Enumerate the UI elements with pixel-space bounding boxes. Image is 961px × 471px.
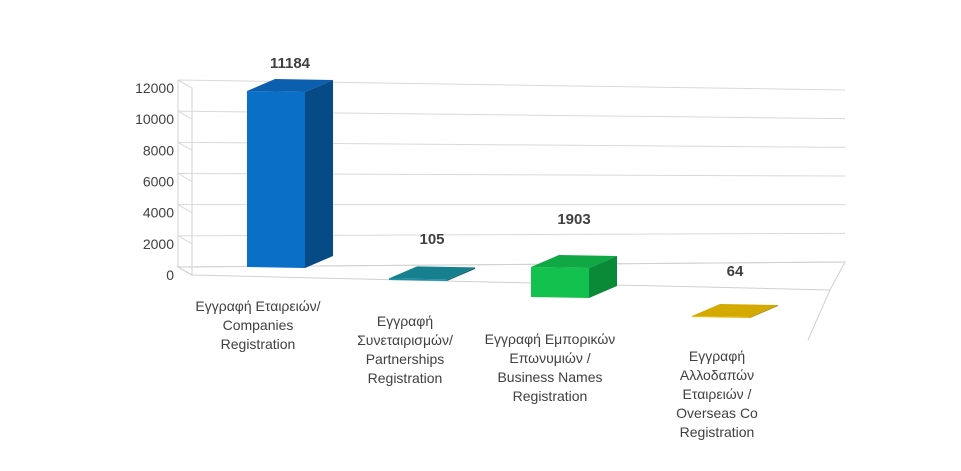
bar-side xyxy=(589,256,617,298)
side-gridline xyxy=(177,110,193,120)
category-label-line: Overseas Co xyxy=(676,405,758,421)
y-tick-label: 0 xyxy=(166,267,174,283)
category-label-line: Registration xyxy=(368,370,443,386)
bar-top xyxy=(389,266,475,280)
category-label-line: Registration xyxy=(513,388,588,404)
side-gridline xyxy=(177,204,193,214)
y-tick-label: 10000 xyxy=(135,111,174,127)
bars xyxy=(247,79,778,318)
bar-front xyxy=(389,278,447,281)
bar-side xyxy=(447,267,475,281)
category-label-line: Εγγραφή Εταιρειών/ xyxy=(195,298,320,314)
category-label-line: Partnerships xyxy=(366,351,445,367)
data-label: 1903 xyxy=(557,211,590,228)
category-label-line: Εταιρειών / xyxy=(683,386,752,402)
y-tick-label: 8000 xyxy=(143,142,174,158)
bar-side xyxy=(305,80,333,268)
data-label: 105 xyxy=(419,231,444,248)
category-label-line: Εγγραφή xyxy=(377,313,433,329)
category-label-line: Συνεταιρισμών/ xyxy=(357,332,453,348)
y-tick-label: 6000 xyxy=(143,174,174,190)
bar xyxy=(247,79,333,268)
side-gridline xyxy=(177,173,193,182)
data-label: 11184 xyxy=(270,55,311,72)
category-label-line: Companies xyxy=(223,317,294,333)
category-label: Εγγραφή Εμπορικών Επωνυμιών / Business Nam… xyxy=(485,331,616,404)
side-gridline xyxy=(177,235,193,245)
category-label: Εγγραφή Εταιρειών/Companies Registration xyxy=(195,298,320,352)
bar-side xyxy=(750,304,778,318)
bar xyxy=(692,303,778,318)
category-label: Εγγραφή Συνεταιρισμών/Partnerships Registr… xyxy=(357,313,453,386)
category-label-line: Registration xyxy=(680,424,755,440)
side-gridline xyxy=(177,141,193,151)
bar-top xyxy=(692,303,778,317)
category-label-line: Εγγραφή xyxy=(689,348,745,364)
side-gridline xyxy=(177,79,193,89)
category-label-line: Registration xyxy=(221,336,296,352)
category-label-line: Αλλοδαπών xyxy=(680,367,754,383)
base-edge xyxy=(807,289,831,341)
y-tick-label: 4000 xyxy=(143,205,174,221)
bar-top xyxy=(531,255,617,269)
category-label-line: Εγγραφή Εμπορικών xyxy=(485,331,616,347)
category-label: Εγγραφή Αλλοδαπών Εταιρειών / Overseas Co Re… xyxy=(676,348,758,440)
category-label-line: Business Names xyxy=(497,369,602,385)
category-label-line: Επωνυμιών / xyxy=(509,350,590,366)
data-label: 64 xyxy=(727,263,744,280)
bar-top xyxy=(247,79,333,92)
y-tick-label: 12000 xyxy=(135,80,174,96)
bar xyxy=(389,266,475,281)
y-tick-label: 2000 xyxy=(143,236,174,252)
bar-front xyxy=(692,315,750,318)
bar xyxy=(531,255,617,298)
bar-front xyxy=(247,91,305,268)
bar-front xyxy=(531,267,589,298)
